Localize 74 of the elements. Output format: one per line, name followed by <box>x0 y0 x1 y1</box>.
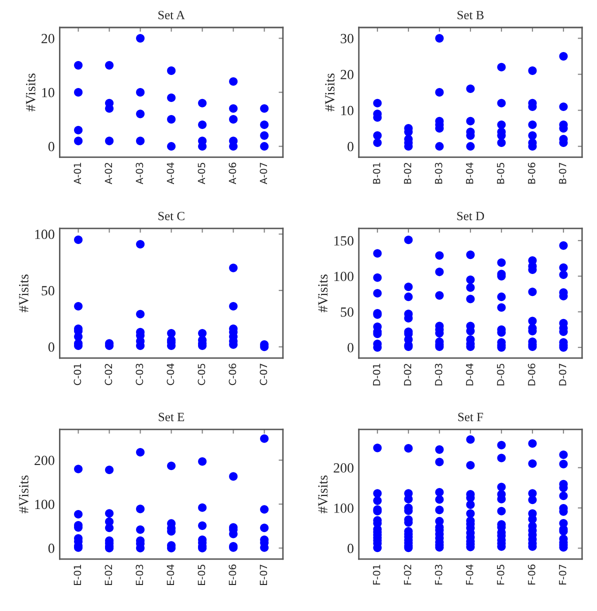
x-tick-label: A-02 <box>104 162 112 184</box>
x-tick-label: B-02 <box>404 162 412 184</box>
x-tick-label: D-04 <box>466 364 474 386</box>
x-tick-label: F-03 <box>434 564 442 584</box>
y-tick-label: 0 <box>348 343 354 352</box>
x-tick-label: E-05 <box>198 564 206 585</box>
x-tick-label: D-02 <box>404 364 412 386</box>
x-tick-label: B-06 <box>528 162 536 184</box>
y-tick-label: 0 <box>348 142 354 152</box>
y-tick-label: 20 <box>42 34 54 44</box>
x-tick-label: E-07 <box>260 564 268 585</box>
x-tick-label: D-01 <box>372 364 380 386</box>
x-tick-label: A-06 <box>228 162 236 184</box>
y-tick-label: 100 <box>35 230 54 240</box>
x-tick-label: A-05 <box>198 162 206 184</box>
x-tick-label: F-05 <box>496 564 504 584</box>
x-tick-label: B-03 <box>434 162 442 184</box>
y-tick-label: 0 <box>48 142 54 152</box>
x-tick-label: E-01 <box>74 564 82 585</box>
x-tick-label: F-04 <box>466 564 474 584</box>
x-tick-label: F-07 <box>558 564 566 584</box>
chart-title: Set F <box>458 412 484 422</box>
y-tick-label: 50 <box>340 307 354 317</box>
x-tick-label: C-02 <box>104 364 112 386</box>
x-tick-label: B-05 <box>496 162 504 184</box>
x-tick-label: C-05 <box>198 364 206 386</box>
x-tick-label: D-05 <box>496 364 504 386</box>
y-tick-label: 100 <box>35 500 54 510</box>
x-tick-label: F-06 <box>528 564 536 584</box>
y-tick-label: 100 <box>334 504 354 513</box>
x-tick-label: B-04 <box>466 162 474 184</box>
x-tick-label: A-04 <box>166 162 174 184</box>
x-tick-label: A-01 <box>74 162 82 184</box>
y-axis-title: #Visits <box>19 274 28 312</box>
x-tick-label: D-07 <box>558 364 566 386</box>
y-axis-title: #Visits <box>318 475 328 514</box>
y-tick-label: 0 <box>48 544 54 554</box>
x-tick-label: C-04 <box>166 364 174 386</box>
x-tick-label: F-02 <box>404 564 412 584</box>
y-tick-label: 20 <box>340 70 354 80</box>
y-tick-label: 30 <box>340 34 354 44</box>
x-tick-label: A-03 <box>136 162 144 184</box>
y-axis-title: #Visits <box>325 74 335 112</box>
y-tick-label: 200 <box>334 463 354 473</box>
chart-title: Set C <box>158 212 184 220</box>
x-tick-label: D-06 <box>528 364 536 386</box>
chart-title: Set D <box>457 212 484 220</box>
x-tick-label: C-01 <box>74 364 82 386</box>
x-tick-label: A-07 <box>260 162 268 184</box>
chart-title: Set B <box>458 10 484 20</box>
chart-title: Set E <box>158 412 184 422</box>
x-tick-label: B-01 <box>372 162 380 184</box>
x-tick-label: F-01 <box>372 564 380 584</box>
x-tick-label: E-03 <box>136 564 144 585</box>
chart-title: Set A <box>158 10 185 20</box>
y-axis-title: #Visits <box>19 475 28 514</box>
y-axis-title: #Visits <box>26 74 36 112</box>
x-tick-label: E-02 <box>104 564 112 585</box>
y-tick-label: 0 <box>348 544 354 554</box>
y-tick-label: 200 <box>34 456 54 466</box>
x-tick-label: C-07 <box>260 364 268 386</box>
x-tick-label: B-07 <box>558 162 566 184</box>
y-tick-label: 50 <box>42 286 54 296</box>
y-tick-label: 0 <box>48 342 54 352</box>
x-tick-label: D-03 <box>434 364 442 386</box>
y-tick-label: 10 <box>341 106 354 116</box>
x-tick-label: C-06 <box>228 364 236 386</box>
y-tick-label: 100 <box>334 272 354 282</box>
x-tick-label: E-04 <box>166 564 174 585</box>
y-tick-label: 10 <box>42 88 54 98</box>
y-axis-title: #Visits <box>318 274 328 312</box>
x-tick-label: C-03 <box>136 364 144 386</box>
x-tick-label: E-06 <box>228 564 236 585</box>
y-tick-label: 150 <box>334 236 354 246</box>
